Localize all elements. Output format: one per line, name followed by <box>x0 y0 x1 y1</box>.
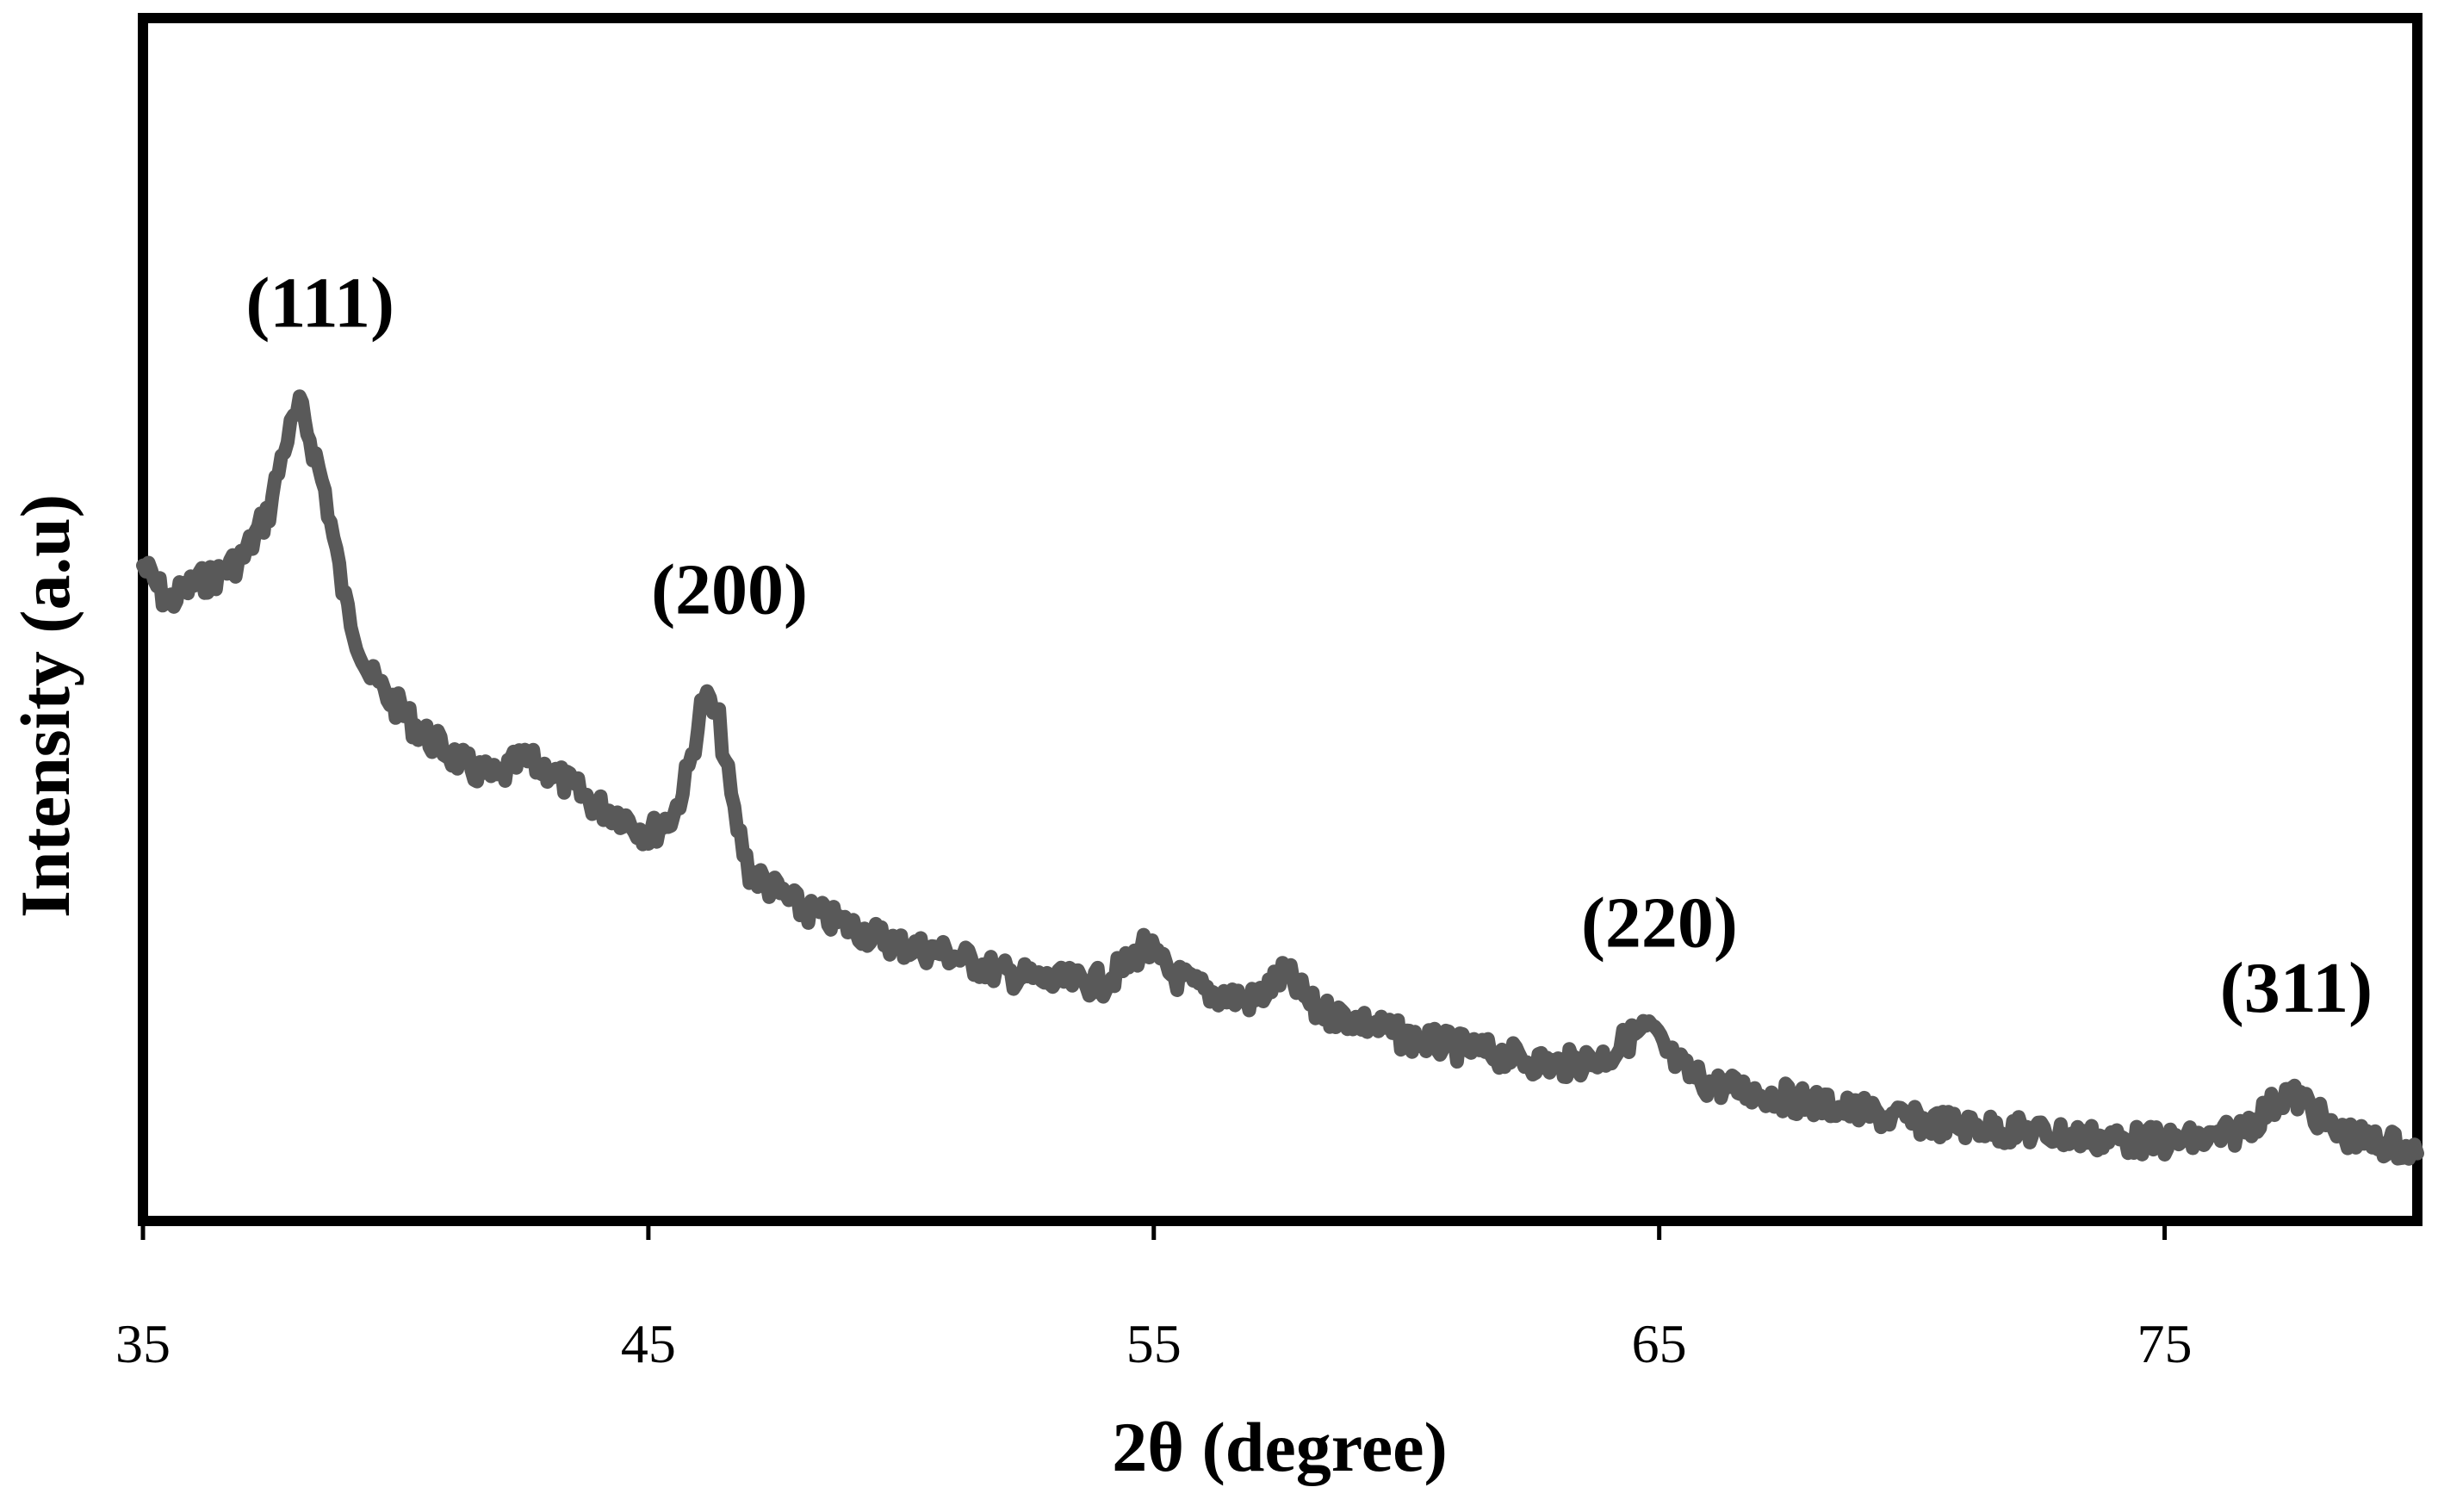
peak-annotations: (111) (200) (220) (311) <box>245 263 2373 1028</box>
x-tick-label: 65 <box>1632 1313 1687 1374</box>
x-axis-title: 2θ (degree) <box>1112 1408 1448 1486</box>
peak-label: (200) <box>651 550 808 630</box>
x-tick-label: 35 <box>115 1313 171 1374</box>
peak-label: (220) <box>1581 883 1738 964</box>
plot-area-frame <box>138 13 2422 1226</box>
x-tick-label: 75 <box>2137 1313 2193 1374</box>
x-tick-label: 45 <box>621 1313 676 1374</box>
x-axis-ticks <box>140 1221 2168 1240</box>
x-tick-label: 55 <box>1126 1313 1182 1374</box>
peak-label: (111) <box>245 263 394 343</box>
y-axis-title: Intensity (a.u) <box>6 494 84 918</box>
intensity-series-line <box>136 389 2424 1166</box>
peak-label: (311) <box>2220 948 2373 1028</box>
x-axis-tick-labels: 35 45 55 65 75 <box>115 1313 2193 1374</box>
